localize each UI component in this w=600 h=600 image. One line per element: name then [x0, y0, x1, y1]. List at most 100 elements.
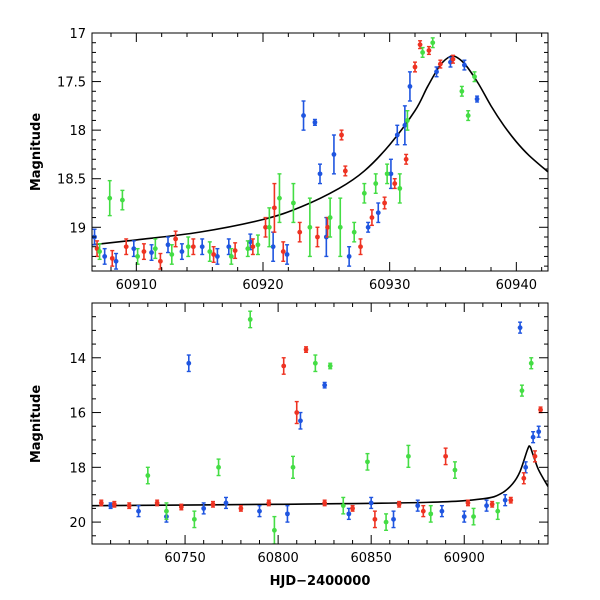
data-point-green — [164, 502, 169, 521]
x-tick-label: 60750 — [164, 551, 205, 566]
data-point-blue — [474, 95, 480, 103]
data-point-blue — [317, 163, 323, 185]
data-point-red — [178, 503, 184, 511]
data-point-blue — [530, 431, 536, 444]
data-point-green — [272, 515, 277, 544]
data-point-blue — [484, 499, 489, 512]
bottom-data-points-group — [98, 310, 543, 544]
data-point-blue — [215, 247, 220, 265]
data-point-red — [315, 226, 320, 248]
data-point-blue — [312, 118, 318, 126]
x-tick-label: 60800 — [257, 551, 298, 566]
data-point-green — [452, 461, 458, 479]
data-point-blue — [108, 502, 114, 510]
y-tick-label: 17.5 — [57, 76, 86, 91]
data-point-green — [216, 458, 221, 477]
data-point-red — [372, 510, 378, 529]
data-point-blue — [131, 240, 137, 258]
data-point-red — [272, 182, 277, 233]
data-point-green — [290, 455, 296, 479]
data-point-blue — [517, 321, 523, 334]
x-tick-label: 60930 — [369, 278, 410, 293]
data-point-blue — [270, 231, 276, 262]
data-point-blue — [346, 507, 352, 521]
top-plot-frame — [91, 32, 549, 272]
data-point-blue — [415, 499, 421, 512]
x-tick-label: 60850 — [351, 551, 392, 566]
data-point-blue — [388, 158, 394, 190]
x-tick-label: 60910 — [116, 278, 157, 293]
data-point-green — [291, 182, 296, 224]
data-point-red — [303, 346, 309, 353]
data-point-red — [263, 216, 268, 238]
data-point-blue — [322, 381, 328, 389]
data-point-green — [120, 189, 125, 211]
data-point-green — [459, 85, 465, 97]
x-tick-label: 60920 — [242, 278, 283, 293]
data-point-green — [312, 354, 318, 373]
data-point-blue — [199, 238, 205, 256]
data-point-blue — [201, 502, 207, 515]
y-tick-label: 20 — [69, 516, 86, 531]
data-point-green — [428, 504, 434, 523]
data-point-blue — [391, 510, 396, 529]
data-point-green — [420, 46, 425, 58]
top-y-axis-title: Magnitude — [29, 113, 44, 192]
data-point-red — [123, 238, 129, 256]
data-point-blue — [186, 354, 192, 373]
data-point-green — [465, 110, 471, 122]
data-point-blue — [462, 59, 467, 71]
y-tick-label: 17 — [69, 27, 86, 42]
data-point-red — [210, 500, 216, 508]
data-point-green — [365, 452, 370, 471]
data-point-green — [247, 310, 253, 329]
data-point-blue — [226, 238, 232, 256]
data-point-blue — [331, 134, 337, 175]
data-point-red — [508, 496, 514, 504]
data-point-red — [382, 196, 387, 210]
data-point-red — [358, 238, 363, 256]
top-panel: 60910 60920 60930 60940 17 17.5 18 18.5 19 Magni… — [29, 27, 549, 293]
data-point-red — [521, 472, 527, 485]
data-point-red — [190, 238, 196, 256]
data-point-blue — [179, 243, 185, 261]
data-point-blue — [223, 496, 229, 510]
data-point-red — [281, 357, 287, 375]
data-point-blue — [136, 504, 141, 518]
data-point-blue — [375, 202, 381, 224]
data-point-green — [185, 236, 191, 258]
data-point-green — [307, 197, 313, 258]
data-point-blue — [434, 66, 439, 78]
data-point-blue — [407, 71, 413, 102]
data-point-green — [145, 466, 151, 485]
data-point-green — [340, 496, 346, 515]
bottom-y-axis-title: Magnitude — [29, 385, 44, 464]
data-point-green — [207, 241, 213, 262]
data-point-green — [397, 173, 403, 204]
data-point-green — [383, 513, 389, 532]
y-tick-label: 14 — [69, 352, 86, 367]
data-point-green — [495, 502, 501, 521]
bottom-model-curve-group — [92, 445, 548, 507]
data-point-green — [405, 110, 410, 131]
data-point-green — [152, 238, 158, 260]
data-point-green — [245, 240, 251, 258]
data-point-green — [472, 71, 477, 83]
data-point-red — [232, 242, 238, 260]
top-model-curve-group — [92, 54, 548, 246]
data-point-red — [250, 238, 256, 256]
y-tick-label: 18 — [69, 124, 86, 139]
data-point-blue — [402, 105, 408, 146]
data-point-red — [489, 500, 495, 508]
top-data-points-group — [92, 37, 480, 270]
data-point-red — [450, 54, 456, 64]
data-point-green — [373, 173, 379, 194]
data-point-red — [297, 221, 303, 243]
data-point-green — [277, 173, 282, 224]
data-point-blue — [165, 236, 171, 254]
bottom-plot-frame — [91, 302, 549, 545]
model-curve-line — [92, 445, 548, 507]
data-point-green — [135, 247, 141, 265]
data-point-green — [97, 243, 102, 261]
